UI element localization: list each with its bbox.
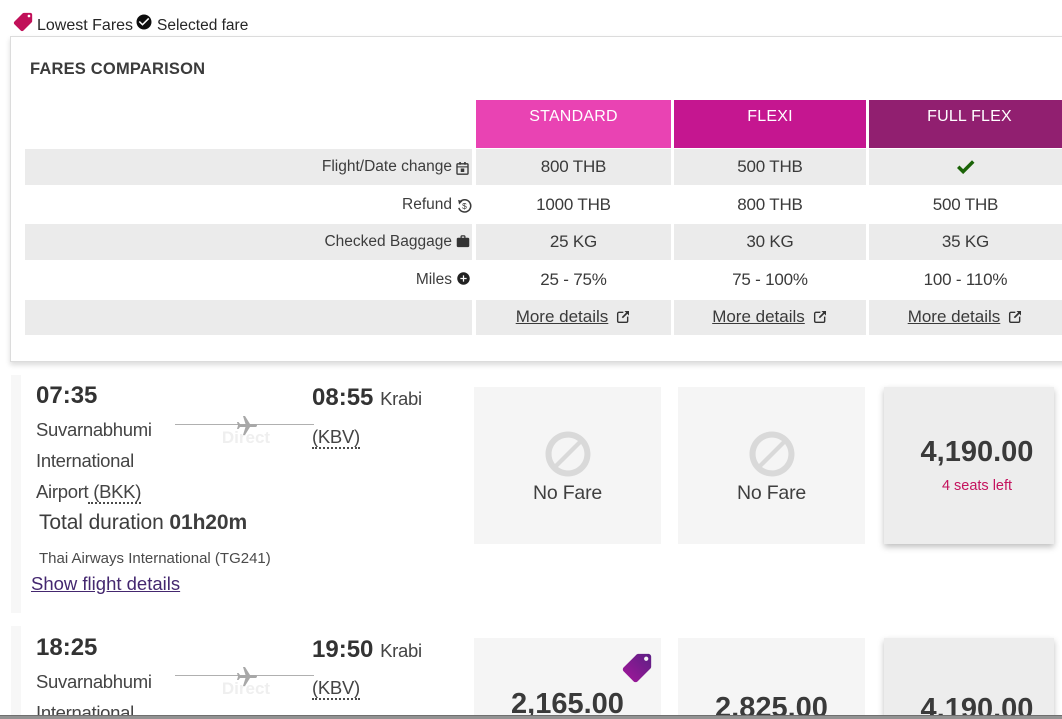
svg-text:$: $ [462, 201, 467, 211]
